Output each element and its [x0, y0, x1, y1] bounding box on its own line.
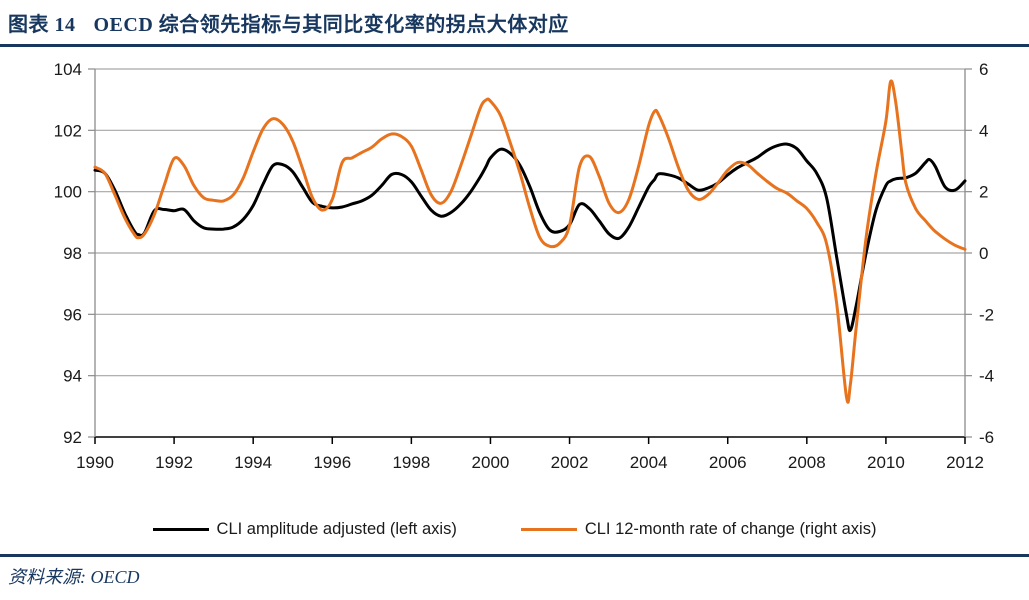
x-tick-label: 1996	[313, 453, 351, 472]
legend-line-swatch	[520, 527, 577, 531]
header: 图表 14 OECD 综合领先指标与其同比变化率的拐点大体对应	[0, 0, 1029, 37]
y-left-tick-label: 96	[63, 305, 82, 324]
x-tick-label: 2010	[867, 453, 905, 472]
chart: 92 -6 94 -4 96 -2 98 0 100 2 102 4 104 6 1990 1992 1994 1…	[0, 47, 1029, 512]
legend-item: CLI amplitude adjusted (left axis)	[152, 519, 457, 539]
x-tick-label: 1998	[392, 453, 430, 472]
y-left-tick-label: 94	[63, 367, 82, 386]
legend-label: CLI 12-month rate of change (right axis)	[584, 519, 877, 538]
series-line-cli	[93, 142, 967, 333]
y-right-tick-label: 6	[979, 60, 988, 79]
y-left-tick-label: 100	[54, 183, 82, 202]
title-divider-rule	[0, 44, 1029, 47]
legend-line-swatch	[152, 527, 209, 531]
y-left-tick-label: 98	[63, 244, 82, 263]
footer: 资料来源: OECD	[0, 557, 1029, 589]
figure-title: OECD 综合领先指标与其同比变化率的拐点大体对应	[93, 14, 569, 36]
y-right-tick-label: 0	[979, 244, 988, 263]
y-left-tick-label: 92	[63, 428, 82, 447]
line-chart-canvas: 92 -6 94 -4 96 -2 98 0 100 2 102 4 104 6 1990 1992 1994 1…	[54, 60, 995, 472]
y-left-tick-label: 102	[54, 121, 82, 140]
x-tick-label: 1994	[234, 453, 272, 472]
x-tick-label: 1992	[155, 453, 193, 472]
x-tick-label: 2008	[788, 453, 826, 472]
footer-divider-rule	[0, 554, 1029, 557]
x-tick-label: 1990	[76, 453, 114, 472]
x-tick-label: 2006	[709, 453, 747, 472]
legend-label: CLI amplitude adjusted (left axis)	[216, 519, 457, 538]
y-right-tick-label: -6	[979, 428, 994, 447]
chart-legend: CLI amplitude adjusted (left axis) CLI 12…	[0, 514, 1029, 544]
legend-item: CLI 12-month rate of change (right axis)	[520, 519, 877, 539]
y-right-tick-label: 2	[979, 183, 988, 202]
x-tick-label: 2004	[630, 453, 668, 472]
y-right-tick-label: 4	[979, 121, 988, 140]
x-tick-label: 2000	[472, 453, 510, 472]
figure-number-label: 图表 14	[8, 14, 76, 36]
y-left-tick-label: 104	[54, 60, 82, 79]
x-tick-label: 2012	[946, 453, 984, 472]
series-line-rate-of-change	[93, 79, 967, 404]
y-right-tick-label: -4	[979, 367, 994, 386]
page-title: 图表 14 OECD 综合领先指标与其同比变化率的拐点大体对应	[8, 8, 1019, 37]
y-right-tick-label: -2	[979, 305, 994, 324]
source-text: 资料来源: OECD	[8, 567, 140, 587]
x-tick-label: 2002	[551, 453, 589, 472]
